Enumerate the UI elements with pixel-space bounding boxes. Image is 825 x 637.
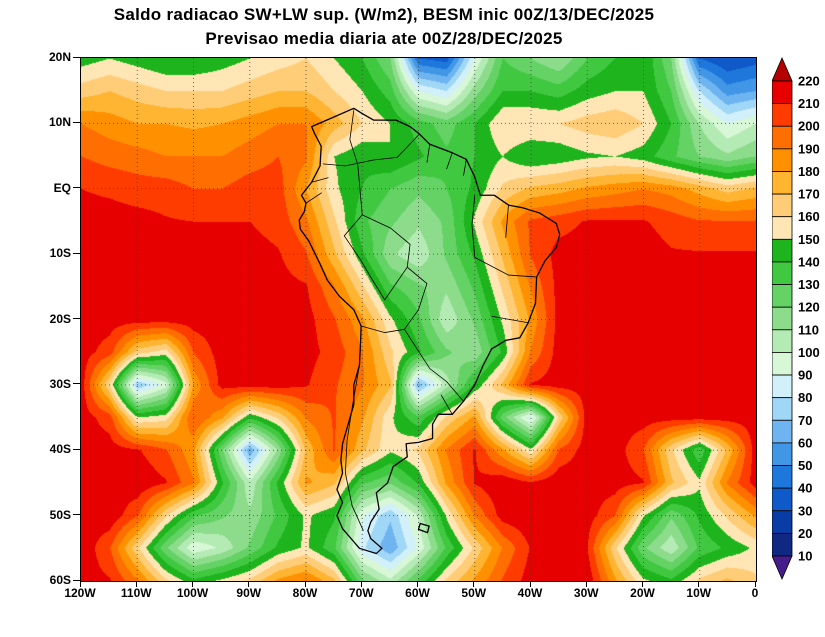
- south-america-coastline: [299, 108, 559, 553]
- lat-tick-mark: [73, 187, 80, 189]
- chart-title: Saldo radiacao SW+LW sup. (W/m2), BESM i…: [0, 3, 768, 51]
- lat-tick-label: 50S: [49, 507, 71, 522]
- lon-tick-mark: [473, 581, 475, 587]
- lon-tick-mark: [642, 581, 643, 587]
- colorbar-band: [772, 352, 793, 376]
- lat-tick-mark: [73, 579, 80, 581]
- lat-tick-mark: [73, 318, 80, 319]
- country-borders: [306, 110, 537, 530]
- colorbar-level-label: 20: [798, 526, 812, 541]
- colorbar-level-label: 80: [798, 390, 812, 405]
- colorbar-band: [772, 261, 793, 285]
- colorbar-level-label: 210: [798, 96, 820, 111]
- colorbar-band: [772, 510, 793, 534]
- map-frame: [80, 57, 757, 582]
- colorbar-band: [772, 80, 793, 105]
- lat-tick-label: 40S: [49, 442, 71, 457]
- colorbar-band: [772, 532, 793, 557]
- colorbar-level-label: 40: [798, 481, 812, 496]
- lon-tick-label: 60W: [405, 586, 430, 600]
- lon-tick-label: 80W: [292, 586, 318, 600]
- lat-tick-mark: [73, 448, 80, 450]
- colorbar-level-label: 220: [798, 74, 820, 89]
- lon-tick-mark: [529, 581, 531, 587]
- colorbar-band: [772, 125, 793, 150]
- colorbar-band: [772, 487, 793, 512]
- colorbar-level-label: 60: [798, 435, 812, 450]
- colorbar-level-label: 120: [798, 300, 820, 315]
- colorbar-level-label: 160: [798, 209, 820, 224]
- colorbar-band: [772, 465, 793, 489]
- colorbar-level-label: 200: [798, 119, 820, 134]
- lon-tick-label: 50W: [461, 586, 487, 600]
- colorbar-level-label: 150: [798, 232, 820, 247]
- lon-tick-mark: [135, 581, 137, 587]
- colorbar-level-label: 180: [798, 164, 820, 179]
- colorbar-level-label: 110: [798, 322, 819, 337]
- colorbar-level-label: 130: [798, 277, 820, 292]
- colorbar-bottom-arrow: [772, 555, 793, 580]
- lon-tick-mark: [248, 581, 250, 587]
- lat-tick-mark: [73, 383, 80, 385]
- lon-tick-label: 70W: [348, 586, 374, 600]
- colorbar-level-label: 70: [798, 413, 812, 428]
- colorbar-top-arrow: [772, 57, 793, 82]
- lon-tick-mark: [79, 581, 81, 587]
- colorbar-band: [772, 442, 793, 466]
- colorbar-level-label: 140: [798, 254, 820, 269]
- colorbar-band: [772, 216, 793, 240]
- lon-tick-label: 10W: [686, 586, 712, 600]
- lon-tick-label: 100W: [176, 586, 209, 600]
- colorbar-band: [772, 238, 793, 263]
- lat-tick-mark: [73, 252, 80, 254]
- lat-tick-label: 20S: [49, 311, 71, 326]
- lon-tick-mark: [698, 581, 700, 587]
- colorbar-band: [772, 148, 793, 172]
- lat-tick-label: EQ: [53, 180, 71, 195]
- graticule-gridlines: [81, 58, 756, 581]
- lon-tick-label: 40W: [517, 586, 543, 600]
- lon-tick-label: 90W: [236, 586, 262, 600]
- lat-tick-mark: [73, 121, 80, 123]
- colorbar-band: [772, 306, 793, 331]
- lon-tick-label: 110W: [120, 586, 152, 600]
- colorbar-band: [772, 171, 793, 195]
- lat-tick-label: 10N: [48, 115, 71, 130]
- lon-tick-mark: [754, 581, 756, 587]
- lat-tick-mark: [73, 56, 80, 58]
- colorbar-band: [772, 374, 793, 399]
- lat-tick-mark: [73, 514, 80, 516]
- colorbar-level-label: 100: [798, 345, 820, 360]
- colorbar-band: [772, 193, 793, 218]
- lon-tick-mark: [417, 581, 418, 587]
- colorbar-band: [772, 329, 793, 353]
- colorbar-level-label: 10: [798, 549, 812, 564]
- lon-tick-mark: [304, 581, 306, 587]
- lat-tick-label: 10S: [49, 246, 71, 261]
- lon-tick-mark: [360, 581, 362, 587]
- coastline-overlay: [81, 58, 756, 581]
- lat-tick-label: 20N: [48, 50, 71, 64]
- colorbar-legend: 220 210 200 190 180 170 160 150 140 130 120 110 100 9…: [772, 57, 820, 580]
- chart-title-line2: Previsao media diaria ate 00Z/28/DEC/202…: [205, 29, 563, 48]
- lon-tick-label: 30W: [573, 586, 599, 600]
- lon-tick-label: 120W: [64, 586, 96, 600]
- colorbar-level-label: 170: [798, 187, 820, 202]
- colorbar-level-label: 90: [798, 368, 812, 383]
- colorbar-band: [772, 284, 793, 308]
- colorbar-level-label: 50: [798, 458, 812, 473]
- colorbar-level-label: 190: [798, 141, 820, 156]
- colorbar-band: [772, 419, 793, 444]
- colorbar-level-label: 30: [798, 503, 812, 518]
- chart-title-line1: Saldo radiacao SW+LW sup. (W/m2), BESM i…: [113, 5, 655, 24]
- colorbar-band: [772, 397, 793, 421]
- lon-tick-mark: [585, 581, 587, 587]
- lon-tick-mark: [192, 581, 193, 587]
- lat-tick-label: 30S: [49, 376, 71, 391]
- lat-tick-label: 60S: [49, 573, 71, 587]
- lon-tick-label: 20W: [630, 586, 655, 600]
- lon-tick-label: 0: [751, 586, 759, 600]
- colorbar-band: [772, 103, 793, 127]
